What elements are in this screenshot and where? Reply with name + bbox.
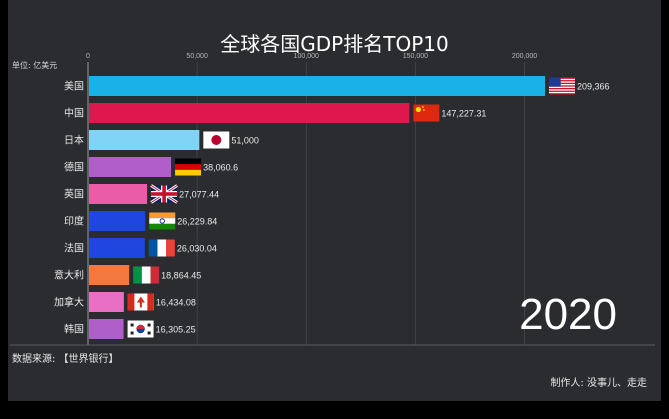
x-tick-label: 50,000	[186, 53, 208, 60]
bar-1	[89, 103, 410, 123]
category-label: 加拿大	[54, 296, 84, 309]
bar-6	[89, 238, 145, 258]
category-label: 印度	[64, 215, 84, 228]
value-label: 209,366	[577, 82, 610, 92]
jp-flag-icon	[203, 131, 230, 149]
de-flag-icon	[175, 158, 202, 176]
author-credit: 制作人: 没事儿、走走	[550, 378, 647, 389]
value-label: 18,864.45	[161, 271, 201, 281]
in-flag-icon	[149, 212, 176, 230]
chart-frame	[8, 0, 661, 419]
us-flag-icon	[549, 77, 575, 95]
it-flag-icon	[133, 266, 160, 284]
bar-8	[89, 292, 124, 312]
chart-title: 全球各国GDP排名TOP10	[220, 32, 449, 56]
bar-2	[89, 130, 200, 150]
x-tick-label: 100,000	[294, 53, 319, 60]
category-label: 韩国	[64, 323, 84, 336]
bar-5	[89, 211, 146, 231]
bar-9	[89, 319, 124, 339]
x-tick-label: 0	[86, 53, 90, 60]
bar-7	[89, 265, 130, 285]
value-label: 26,030.04	[177, 244, 217, 254]
category-label: 德国	[64, 161, 84, 174]
data-source: 数据来源: 【世界银行】	[12, 354, 119, 365]
value-label: 16,305.25	[156, 325, 196, 335]
bar-0	[89, 76, 545, 96]
x-tick-label: 150,000	[403, 53, 428, 60]
x-tick-label: 200,000	[512, 53, 537, 60]
value-label: 51,000	[231, 136, 259, 146]
category-label: 法国	[64, 242, 84, 255]
bar-4	[89, 184, 148, 204]
bar-3	[89, 157, 172, 177]
year-label: 2020	[519, 290, 617, 339]
bottom-letterbox	[0, 401, 669, 419]
value-label: 147,227.31	[441, 109, 486, 119]
category-label: 日本	[64, 134, 84, 147]
unit-label: 单位: 亿美元	[12, 61, 58, 70]
value-label: 38,060.6	[203, 163, 238, 173]
category-label: 美国	[64, 80, 84, 93]
gb-flag-icon	[150, 184, 178, 204]
category-label: 英国	[64, 188, 84, 201]
value-label: 26,229.84	[177, 217, 217, 227]
ca-flag-icon	[127, 293, 154, 311]
kr-flag-icon	[127, 320, 154, 338]
cn-flag-icon	[413, 104, 440, 122]
category-label: 中国	[64, 107, 84, 120]
value-label: 16,434.08	[156, 298, 196, 308]
fr-flag-icon	[148, 239, 175, 257]
value-label: 27,077.44	[179, 190, 219, 200]
category-label: 意大利	[54, 269, 84, 282]
